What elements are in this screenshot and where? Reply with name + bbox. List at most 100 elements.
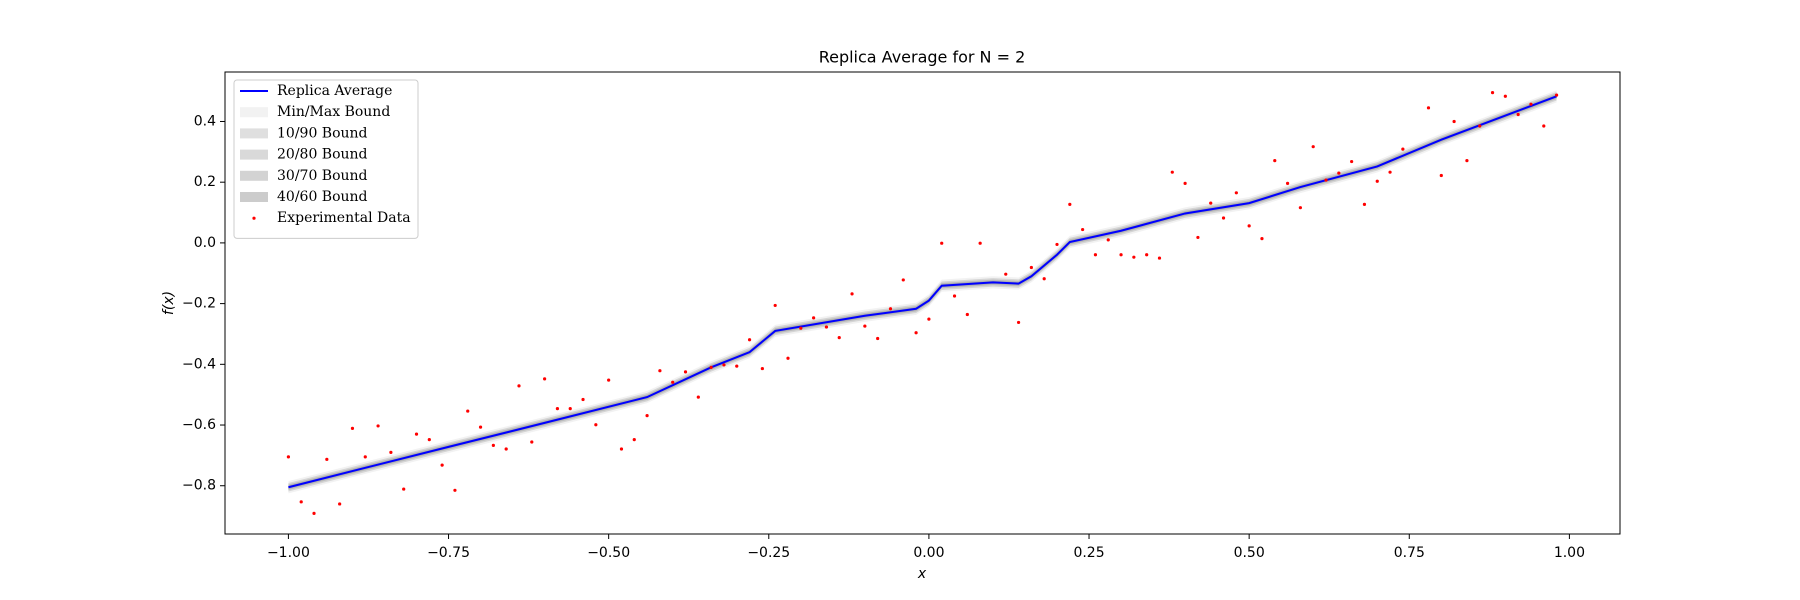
point	[1452, 119, 1456, 124]
x-tick-label: 0.75	[1394, 545, 1425, 561]
point	[402, 487, 406, 491]
point	[517, 384, 521, 388]
point	[466, 409, 470, 413]
point	[1375, 179, 1379, 183]
point	[1247, 224, 1251, 228]
point	[1503, 94, 1507, 98]
point	[491, 443, 495, 447]
point	[1157, 256, 1162, 260]
legend-swatch	[240, 107, 268, 118]
point	[1554, 93, 1559, 97]
point	[1324, 178, 1328, 182]
point	[1465, 159, 1469, 163]
x-tick-label: −0.75	[427, 545, 470, 561]
point	[888, 307, 893, 311]
point	[876, 336, 880, 341]
legend-label: Min/Max Bound	[277, 104, 390, 120]
point	[1490, 91, 1495, 95]
point	[1273, 159, 1277, 163]
x-tick-label: 0.00	[913, 545, 944, 561]
y-axis-label: f(x)	[161, 291, 177, 315]
point	[1221, 216, 1226, 220]
legend-swatch	[252, 216, 256, 220]
point	[1350, 159, 1354, 164]
y-tick-label: 0.2	[194, 174, 216, 190]
chart-title: Replica Average for N = 2	[819, 48, 1026, 67]
point	[786, 356, 790, 360]
point	[645, 414, 649, 418]
point	[940, 241, 944, 245]
x-tick-label: −1.00	[267, 545, 310, 561]
point	[325, 457, 329, 461]
x-tick-label: −0.25	[747, 545, 790, 561]
point	[837, 336, 841, 340]
point	[799, 326, 803, 330]
point	[619, 447, 624, 451]
point	[863, 324, 867, 328]
y-tick-label: −0.2	[182, 296, 216, 312]
point	[1426, 106, 1431, 110]
legend-label: 40/60 Bound	[277, 189, 368, 205]
point	[683, 370, 688, 374]
band	[288, 92, 1557, 492]
legend: Replica Average Min/Max Bound 10/90 Bound 2…	[233, 79, 419, 239]
point	[1029, 265, 1033, 270]
point	[658, 369, 662, 373]
point	[747, 338, 752, 342]
point	[555, 407, 560, 411]
point	[952, 294, 957, 298]
x-axis-label: x	[917, 566, 927, 582]
point	[1439, 173, 1443, 178]
legend-label: 30/70 Bound	[277, 168, 368, 184]
point	[427, 437, 431, 442]
point	[389, 450, 393, 454]
point	[376, 424, 380, 428]
point	[1401, 147, 1405, 151]
point	[1529, 102, 1533, 106]
point	[760, 366, 764, 371]
point	[504, 447, 508, 451]
point	[1055, 242, 1059, 247]
point	[1119, 253, 1123, 257]
point	[1285, 181, 1290, 186]
point	[299, 500, 303, 504]
y-tick-label: −0.6	[182, 417, 216, 433]
point	[696, 395, 700, 399]
point	[453, 488, 457, 492]
point	[1542, 124, 1546, 128]
point	[1042, 277, 1046, 281]
legend-swatch	[240, 149, 268, 160]
legend-swatch	[240, 170, 268, 181]
point	[312, 511, 316, 515]
point	[440, 463, 444, 467]
point	[914, 331, 918, 335]
legend-label: 10/90 Bound	[277, 125, 368, 141]
point	[530, 440, 534, 444]
x-tick-label: 0.25	[1073, 545, 1104, 561]
point	[901, 278, 905, 282]
point	[671, 380, 675, 384]
x-tick-label: −0.50	[587, 545, 630, 561]
plot-area	[286, 90, 1559, 515]
y-tick-label: −0.8	[182, 478, 216, 494]
point	[1311, 145, 1315, 149]
y-tick-label: 0.4	[194, 113, 216, 129]
legend-box	[233, 79, 419, 239]
point	[1081, 227, 1085, 232]
point	[1388, 170, 1392, 174]
point	[1016, 320, 1021, 325]
point	[1516, 112, 1520, 117]
point	[1132, 255, 1136, 259]
point	[709, 365, 713, 369]
point	[1170, 170, 1174, 174]
point	[722, 363, 726, 367]
legend-label: 20/80 Bound	[277, 147, 368, 163]
point	[286, 455, 291, 459]
point	[1196, 235, 1200, 240]
point	[850, 292, 854, 296]
point	[568, 407, 572, 411]
point	[581, 397, 585, 402]
point	[607, 378, 611, 382]
point	[1362, 202, 1367, 206]
